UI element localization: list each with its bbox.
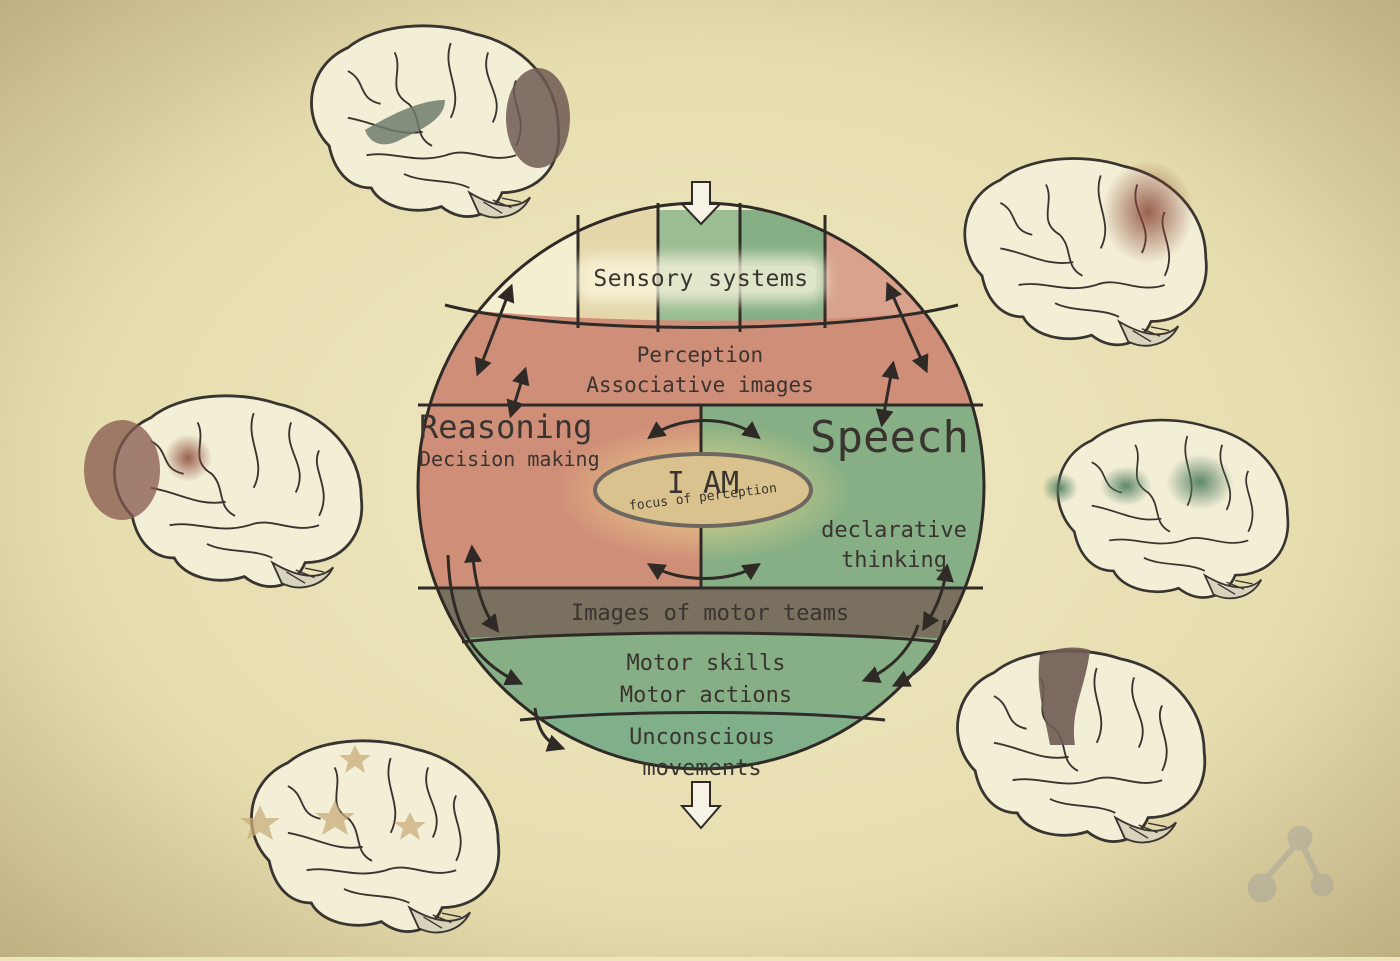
brain-bottom-right-icon (955, 647, 1207, 844)
sensory-systems-label: Sensory systems (585, 266, 817, 292)
reasoning-label: Reasoning (419, 408, 593, 446)
unconscious-movements-label: Unconscious movements (629, 722, 775, 784)
output-arrow-icon (679, 781, 723, 830)
motor-images-label: Images of motor teams (570, 601, 850, 626)
decision-making-label: Decision making (419, 447, 600, 471)
associative-images-line: Associative images (586, 373, 814, 397)
motor-flow-arrows (446, 554, 947, 752)
declarative-thinking-label: declarative thinking (821, 516, 967, 576)
motor-actions-line: Motor actions (619, 683, 793, 708)
motor-skills-label: Motor skills Motor actions (620, 648, 792, 712)
thinking-line: thinking (841, 548, 947, 573)
brain-mid-left-icon (84, 394, 364, 589)
motor-skills-line: Motor skills (626, 651, 786, 676)
movements-line: movements (642, 756, 762, 781)
perception-line: Perception (636, 343, 764, 367)
brain-top-left-icon (309, 24, 570, 219)
input-arrow-icon (679, 181, 723, 226)
unconscious-line: Unconscious (629, 725, 775, 750)
brain-mid-right-icon (1042, 418, 1290, 600)
speech-label: Speech (810, 412, 969, 463)
perception-label: Perception Associative images (586, 340, 814, 400)
center-ellipse (593, 452, 813, 528)
i-am-label: I AM (666, 466, 740, 501)
declarative-line: declarative (821, 518, 967, 543)
brain-bottom-left-icon (240, 739, 501, 934)
brain-top-right-icon (963, 157, 1208, 348)
flow-arrows (464, 281, 954, 633)
network-logo-icon (1247, 825, 1334, 903)
